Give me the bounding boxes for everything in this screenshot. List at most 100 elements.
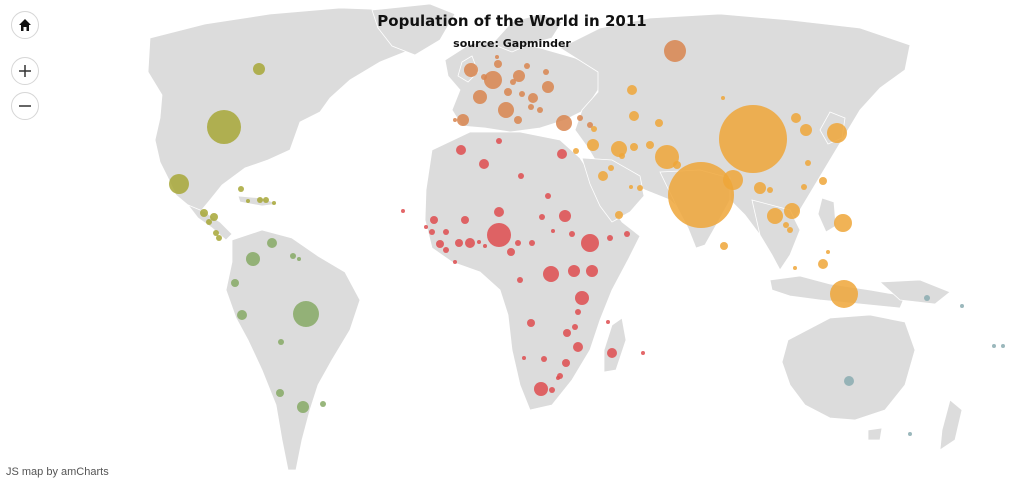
population-bubble-north-america[interactable] xyxy=(257,197,263,203)
population-bubble-asia[interactable] xyxy=(573,148,579,154)
population-bubble-asia[interactable] xyxy=(587,139,599,151)
population-bubble-europe[interactable] xyxy=(510,79,516,85)
population-bubble-north-america[interactable] xyxy=(200,209,208,217)
population-bubble-africa[interactable] xyxy=(522,356,526,360)
population-bubble-africa[interactable] xyxy=(563,329,571,337)
population-bubble-africa[interactable] xyxy=(429,229,435,235)
population-bubble-asia[interactable] xyxy=(826,250,830,254)
population-bubble-europe[interactable] xyxy=(587,122,593,128)
population-bubble-south-america[interactable] xyxy=(267,238,277,248)
population-bubble-asia[interactable] xyxy=(827,123,847,143)
population-bubble-asia[interactable] xyxy=(619,153,625,159)
population-bubble-oceania[interactable] xyxy=(924,295,930,301)
population-bubble-europe[interactable] xyxy=(528,93,538,103)
population-bubble-north-america[interactable] xyxy=(207,110,241,144)
population-bubble-north-america[interactable] xyxy=(169,174,189,194)
population-bubble-asia[interactable] xyxy=(615,211,623,219)
population-bubble-north-america[interactable] xyxy=(213,230,219,236)
population-bubble-africa[interactable] xyxy=(424,225,428,229)
population-bubble-europe[interactable] xyxy=(498,102,514,118)
population-bubble-asia[interactable] xyxy=(793,266,797,270)
population-bubble-europe[interactable] xyxy=(484,71,502,89)
population-bubble-africa[interactable] xyxy=(607,348,617,358)
population-bubble-africa[interactable] xyxy=(515,240,521,246)
population-bubble-asia[interactable] xyxy=(591,126,597,132)
population-bubble-africa[interactable] xyxy=(568,265,580,277)
population-bubble-asia[interactable] xyxy=(801,184,807,190)
population-bubble-africa[interactable] xyxy=(557,149,567,159)
population-bubble-asia[interactable] xyxy=(834,214,852,232)
population-bubble-south-america[interactable] xyxy=(237,310,247,320)
population-bubble-north-america[interactable] xyxy=(272,201,276,205)
population-bubble-africa[interactable] xyxy=(569,231,575,237)
population-bubble-europe[interactable] xyxy=(481,74,487,80)
population-bubble-south-america[interactable] xyxy=(231,279,239,287)
population-bubble-south-america[interactable] xyxy=(293,301,319,327)
population-bubble-europe[interactable] xyxy=(513,70,525,82)
population-bubble-africa[interactable] xyxy=(453,260,457,264)
population-bubble-africa[interactable] xyxy=(477,240,481,244)
population-bubble-asia[interactable] xyxy=(818,259,828,269)
population-bubble-south-america[interactable] xyxy=(320,401,326,407)
population-bubble-africa[interactable] xyxy=(430,216,438,224)
population-bubble-asia[interactable] xyxy=(611,141,627,157)
population-bubble-asia[interactable] xyxy=(754,182,766,194)
population-bubble-europe[interactable] xyxy=(514,116,522,124)
population-bubble-africa[interactable] xyxy=(606,320,610,324)
population-bubble-africa[interactable] xyxy=(443,247,449,253)
population-bubble-europe[interactable] xyxy=(577,115,583,121)
population-bubble-asia[interactable] xyxy=(767,187,773,193)
population-bubble-south-america[interactable] xyxy=(246,252,260,266)
population-bubble-oceania[interactable] xyxy=(960,304,964,308)
population-bubble-africa[interactable] xyxy=(517,277,523,283)
population-bubble-asia[interactable] xyxy=(767,208,783,224)
population-bubble-asia[interactable] xyxy=(805,160,811,166)
population-bubble-asia[interactable] xyxy=(598,171,608,181)
population-bubble-oceania[interactable] xyxy=(992,344,996,348)
population-bubble-europe[interactable] xyxy=(473,90,487,104)
population-bubble-africa[interactable] xyxy=(483,244,487,248)
population-bubble-europe[interactable] xyxy=(495,55,499,59)
population-bubble-europe[interactable] xyxy=(453,118,457,122)
zoom-out-button[interactable] xyxy=(11,92,39,120)
population-bubble-africa[interactable] xyxy=(534,382,548,396)
population-bubble-asia[interactable] xyxy=(629,111,639,121)
population-bubble-asia[interactable] xyxy=(787,227,793,233)
population-bubble-asia[interactable] xyxy=(720,242,728,250)
population-bubble-europe[interactable] xyxy=(556,115,572,131)
population-bubble-africa[interactable] xyxy=(575,291,589,305)
population-bubble-africa[interactable] xyxy=(443,229,449,235)
population-bubble-north-america[interactable] xyxy=(206,219,212,225)
population-bubble-africa[interactable] xyxy=(575,309,581,315)
population-bubble-africa[interactable] xyxy=(539,214,545,220)
population-bubble-africa[interactable] xyxy=(549,387,555,393)
population-bubble-oceania[interactable] xyxy=(844,376,854,386)
population-bubble-europe[interactable] xyxy=(504,88,512,96)
population-bubble-asia[interactable] xyxy=(783,222,789,228)
population-bubble-north-america[interactable] xyxy=(216,235,222,241)
population-bubble-asia[interactable] xyxy=(655,119,663,127)
population-bubble-africa[interactable] xyxy=(479,159,489,169)
population-bubble-asia[interactable] xyxy=(646,141,654,149)
population-bubble-africa[interactable] xyxy=(607,235,613,241)
population-bubble-europe[interactable] xyxy=(528,104,534,110)
population-bubble-africa[interactable] xyxy=(401,209,405,213)
population-bubble-north-america[interactable] xyxy=(253,63,265,75)
population-bubble-asia[interactable] xyxy=(637,185,643,191)
population-bubble-africa[interactable] xyxy=(586,265,598,277)
population-bubble-africa[interactable] xyxy=(461,216,469,224)
home-button[interactable] xyxy=(11,11,39,39)
population-bubble-africa[interactable] xyxy=(507,248,515,256)
population-bubble-africa[interactable] xyxy=(494,207,504,217)
population-bubble-africa[interactable] xyxy=(541,356,547,362)
population-bubble-asia[interactable] xyxy=(629,185,633,189)
population-bubble-north-america[interactable] xyxy=(210,213,218,221)
population-bubble-europe[interactable] xyxy=(519,91,525,97)
population-bubble-asia[interactable] xyxy=(800,124,812,136)
population-bubble-africa[interactable] xyxy=(465,238,475,248)
population-bubble-south-america[interactable] xyxy=(297,257,301,261)
population-bubble-south-america[interactable] xyxy=(278,339,284,345)
population-bubble-north-america[interactable] xyxy=(238,186,244,192)
population-bubble-asia[interactable] xyxy=(655,145,679,169)
population-bubble-europe[interactable] xyxy=(464,63,478,77)
